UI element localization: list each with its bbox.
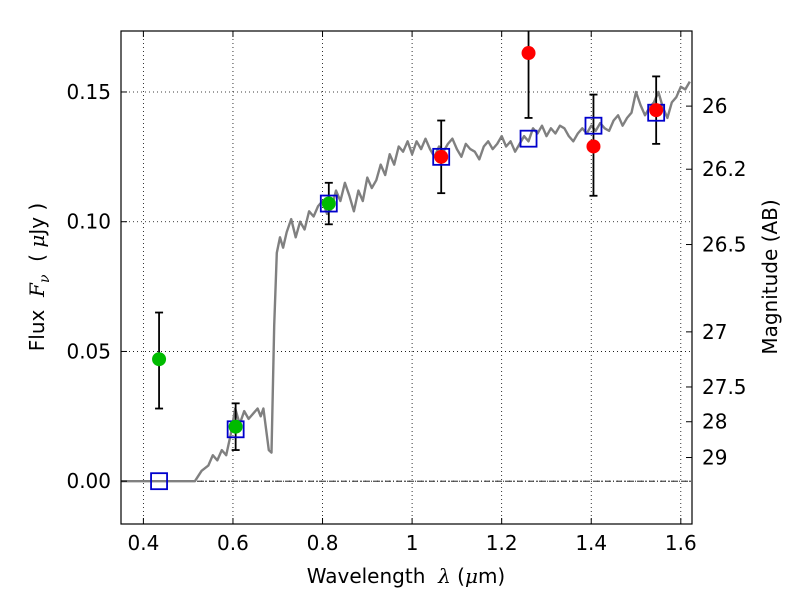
model-photometry-point [584, 116, 603, 135]
model-photometry-point [319, 194, 338, 213]
model-photometry-point [432, 147, 451, 166]
model-photometry-point [150, 472, 168, 491]
observed-flux-point [586, 139, 601, 154]
y-tick-label: 0.05 [66, 339, 111, 363]
x-tick-label: 0.6 [217, 531, 249, 555]
y-tick-label: 0.10 [66, 210, 111, 234]
y-axis-label: Flux Fν ( μJy ) [25, 203, 53, 351]
x-tick-label: 0.8 [307, 531, 339, 555]
x-tick-label: 1.4 [575, 531, 607, 555]
observed-flux-point [152, 352, 167, 367]
model-spectrum-line [121, 81, 691, 483]
plot-frame [120, 30, 693, 525]
observed-flux-point [434, 149, 449, 164]
observed-flux-point [228, 419, 243, 434]
right-tick-label: 28 [702, 410, 727, 434]
right-tick-label: 26.2 [702, 157, 747, 181]
ticks: 0.4 0.6 0.8 1 1.2 1.4 1.6 0.00 0.05 0.10 0.15 26 26.… [66, 31, 747, 555]
observed-flux-point [649, 103, 664, 118]
plot-area [121, 31, 692, 491]
right-tick-label: 29 [702, 446, 727, 470]
right-tick-label: 26.5 [702, 233, 747, 257]
model-photometry-point [519, 129, 538, 148]
right-tick-label: 27 [702, 320, 727, 344]
x-tick-label: 1.6 [665, 531, 697, 555]
x-tick-label: 0.4 [127, 531, 159, 555]
observed-flux-point [521, 46, 536, 61]
right-tick-label: 26 [702, 94, 727, 118]
x-tick-label: 1 [406, 531, 419, 555]
y-tick-label: 0.00 [66, 469, 111, 493]
x-tick-label: 1.2 [486, 531, 518, 555]
observed-flux-point [321, 196, 336, 211]
right-axis-label: Magnitude (AB) [758, 199, 782, 354]
x-axis-label: Wavelength λ (μm) [307, 564, 506, 588]
right-tick-label: 27.5 [702, 375, 747, 399]
y-tick-label: 0.15 [66, 80, 111, 104]
